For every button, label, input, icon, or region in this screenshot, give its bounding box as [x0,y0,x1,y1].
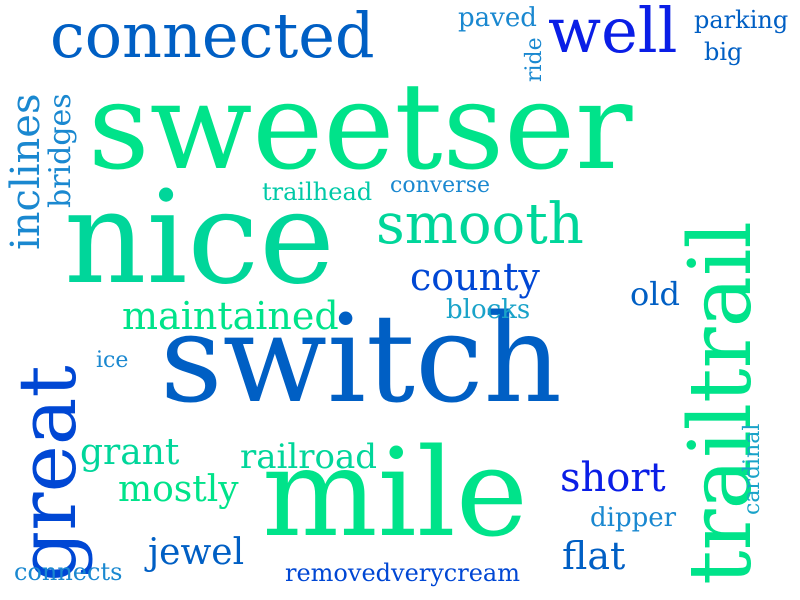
word-flat: flat [562,534,626,578]
word-big: big [704,38,743,66]
word-ice: ice [96,348,129,373]
word-paved: paved [458,3,537,33]
word-well: well [548,0,678,67]
word-ride: ride [522,37,547,82]
word-smooth: smooth [376,192,584,257]
word-switch: switch [160,288,562,430]
word-dipper: dipper [590,503,677,533]
word-connected: connected [50,0,375,72]
word-mile: mile [262,422,528,564]
word-great: great [1,365,94,582]
word-cardinal: cardinal [740,423,765,515]
word-jewel: jewel [148,532,245,573]
word-parking: parking [694,6,789,34]
word-connects: connects [14,558,123,586]
word-short: short [560,455,666,501]
word-maintained: maintained [122,294,339,338]
word-nice: nice [64,164,335,313]
word-railroad: railroad [240,437,378,477]
word-sweetser: sweetser [88,58,633,197]
word-removedverycream: removedverycream [285,559,520,587]
word-county: county [410,255,540,299]
word-converse: converse [390,173,491,198]
word-old: old [630,275,680,313]
word-inclines: inclines [3,93,49,250]
word-bridges: bridges [43,93,78,208]
word-trailtrail: trailtrail [671,221,771,585]
word-blocks: blocks [446,295,531,325]
word-mostly: mostly [118,469,239,510]
word-grant: grant [80,432,180,473]
word-trailhead: trailhead [262,178,373,206]
